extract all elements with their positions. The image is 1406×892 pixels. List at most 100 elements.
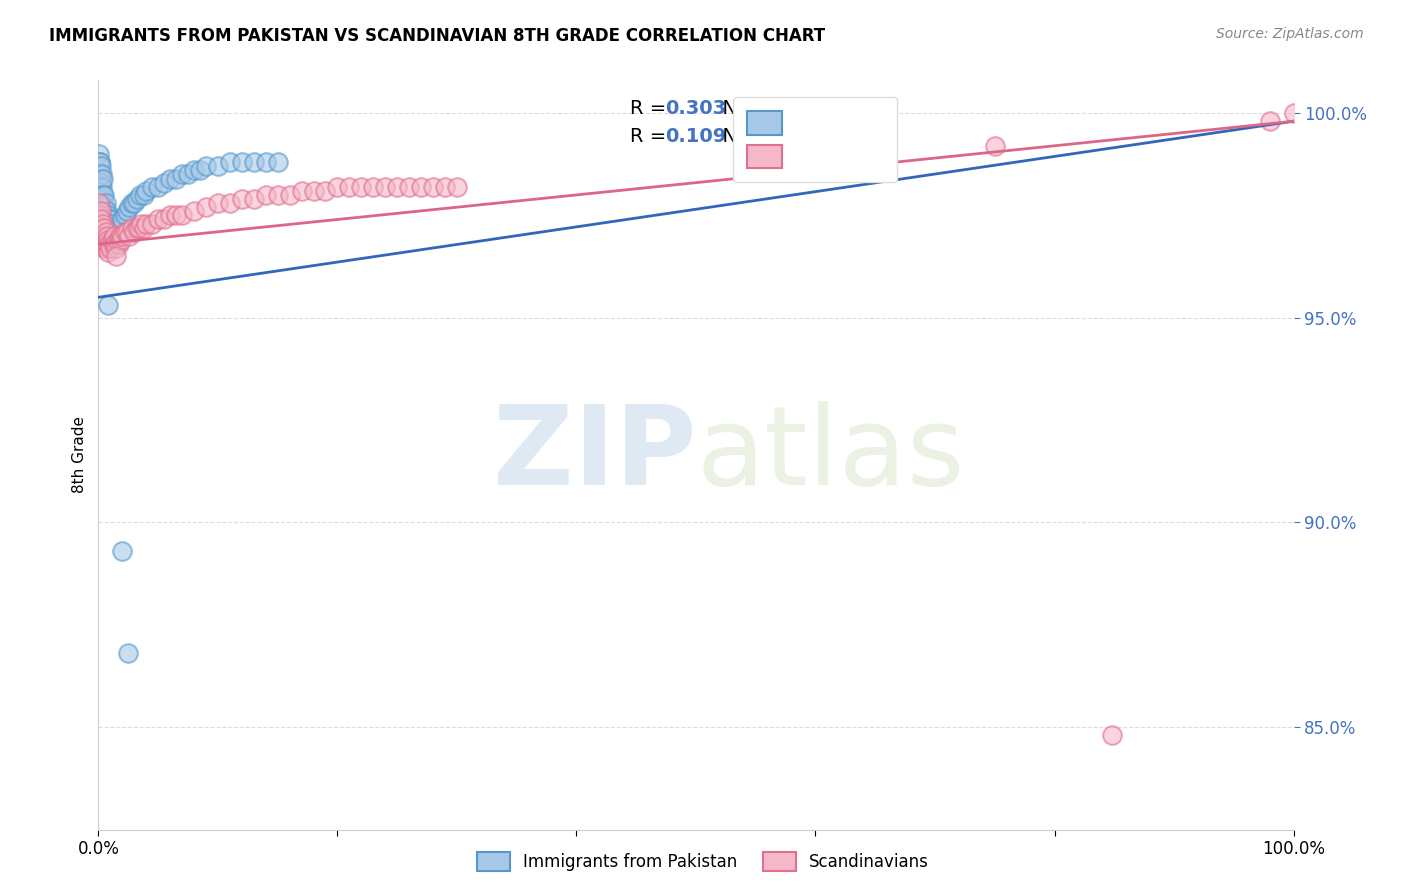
Point	[117, 647, 139, 661]
Point	[172, 208, 194, 222]
Point	[1282, 106, 1305, 120]
Point	[165, 208, 187, 222]
Point	[96, 241, 118, 255]
Point	[207, 159, 229, 173]
Point	[89, 208, 111, 222]
Point	[115, 204, 138, 219]
Point	[177, 168, 200, 182]
Point	[291, 184, 314, 198]
Point	[398, 179, 420, 194]
Point	[93, 220, 115, 235]
Point	[94, 225, 117, 239]
Point	[89, 168, 111, 182]
Text: 0.109: 0.109	[665, 127, 725, 145]
Point	[100, 228, 122, 243]
Point	[195, 200, 218, 214]
Point	[90, 176, 112, 190]
Point	[89, 168, 111, 182]
Point	[90, 220, 112, 235]
Point	[1258, 114, 1281, 128]
Point	[94, 196, 117, 211]
Point	[107, 233, 129, 247]
Point	[219, 155, 242, 169]
Point	[91, 188, 114, 202]
Point	[129, 188, 152, 202]
Point	[89, 155, 111, 169]
Point	[91, 217, 114, 231]
Y-axis label: 8th Grade: 8th Grade	[72, 417, 87, 493]
Point	[422, 179, 444, 194]
Point	[91, 200, 114, 214]
Point	[90, 171, 112, 186]
Point	[434, 179, 457, 194]
Point	[91, 220, 114, 235]
Point	[87, 147, 110, 161]
Point	[89, 179, 111, 194]
Text: R =: R =	[630, 127, 672, 145]
Point	[98, 237, 121, 252]
Point	[93, 212, 115, 227]
Text: R =: R =	[630, 99, 672, 118]
Text: 73: 73	[749, 127, 776, 145]
Point	[132, 188, 155, 202]
Point	[90, 188, 112, 202]
Point	[103, 225, 125, 239]
Point	[165, 171, 187, 186]
Point	[1101, 728, 1123, 742]
Point	[98, 212, 121, 227]
Point	[121, 220, 143, 235]
Point	[98, 212, 122, 227]
Point	[93, 241, 115, 255]
Point	[243, 155, 266, 169]
Point	[159, 208, 181, 222]
Point	[148, 179, 170, 194]
Point	[278, 188, 301, 202]
Legend: dummy1, dummy2: dummy1, dummy2	[734, 97, 897, 182]
Point	[104, 237, 127, 252]
Point	[984, 138, 1007, 153]
Point	[124, 225, 146, 239]
Point	[89, 176, 111, 190]
Point	[363, 179, 385, 194]
Point	[89, 217, 111, 231]
Point	[254, 188, 277, 202]
Text: ZIP: ZIP	[492, 401, 696, 508]
Text: atlas: atlas	[696, 401, 965, 508]
Point	[339, 179, 361, 194]
Point	[105, 249, 128, 263]
Point	[118, 200, 141, 214]
Point	[125, 220, 148, 235]
Point	[141, 179, 163, 194]
Point	[101, 237, 124, 252]
Point	[90, 212, 112, 227]
Point	[93, 188, 115, 202]
Point	[101, 233, 124, 247]
Point	[107, 225, 129, 239]
Point	[172, 168, 194, 182]
Point	[188, 163, 211, 178]
Point	[103, 228, 125, 243]
Point	[254, 155, 277, 169]
Point	[91, 233, 114, 247]
Point	[219, 196, 242, 211]
Point	[97, 220, 120, 235]
Point	[231, 155, 253, 169]
Text: Source: ZipAtlas.com: Source: ZipAtlas.com	[1216, 27, 1364, 41]
Point	[91, 171, 114, 186]
Point	[118, 228, 141, 243]
Text: N =: N =	[710, 99, 766, 118]
Point	[125, 192, 148, 206]
Point	[91, 168, 114, 182]
Point	[100, 233, 122, 247]
Point	[101, 220, 124, 235]
Point	[132, 220, 155, 235]
Point	[97, 208, 120, 222]
Point	[148, 212, 170, 227]
Point	[96, 228, 118, 243]
Point	[131, 217, 153, 231]
Point	[350, 179, 373, 194]
Point	[446, 179, 468, 194]
Point	[110, 233, 132, 247]
Point	[89, 155, 111, 169]
Point	[91, 208, 114, 222]
